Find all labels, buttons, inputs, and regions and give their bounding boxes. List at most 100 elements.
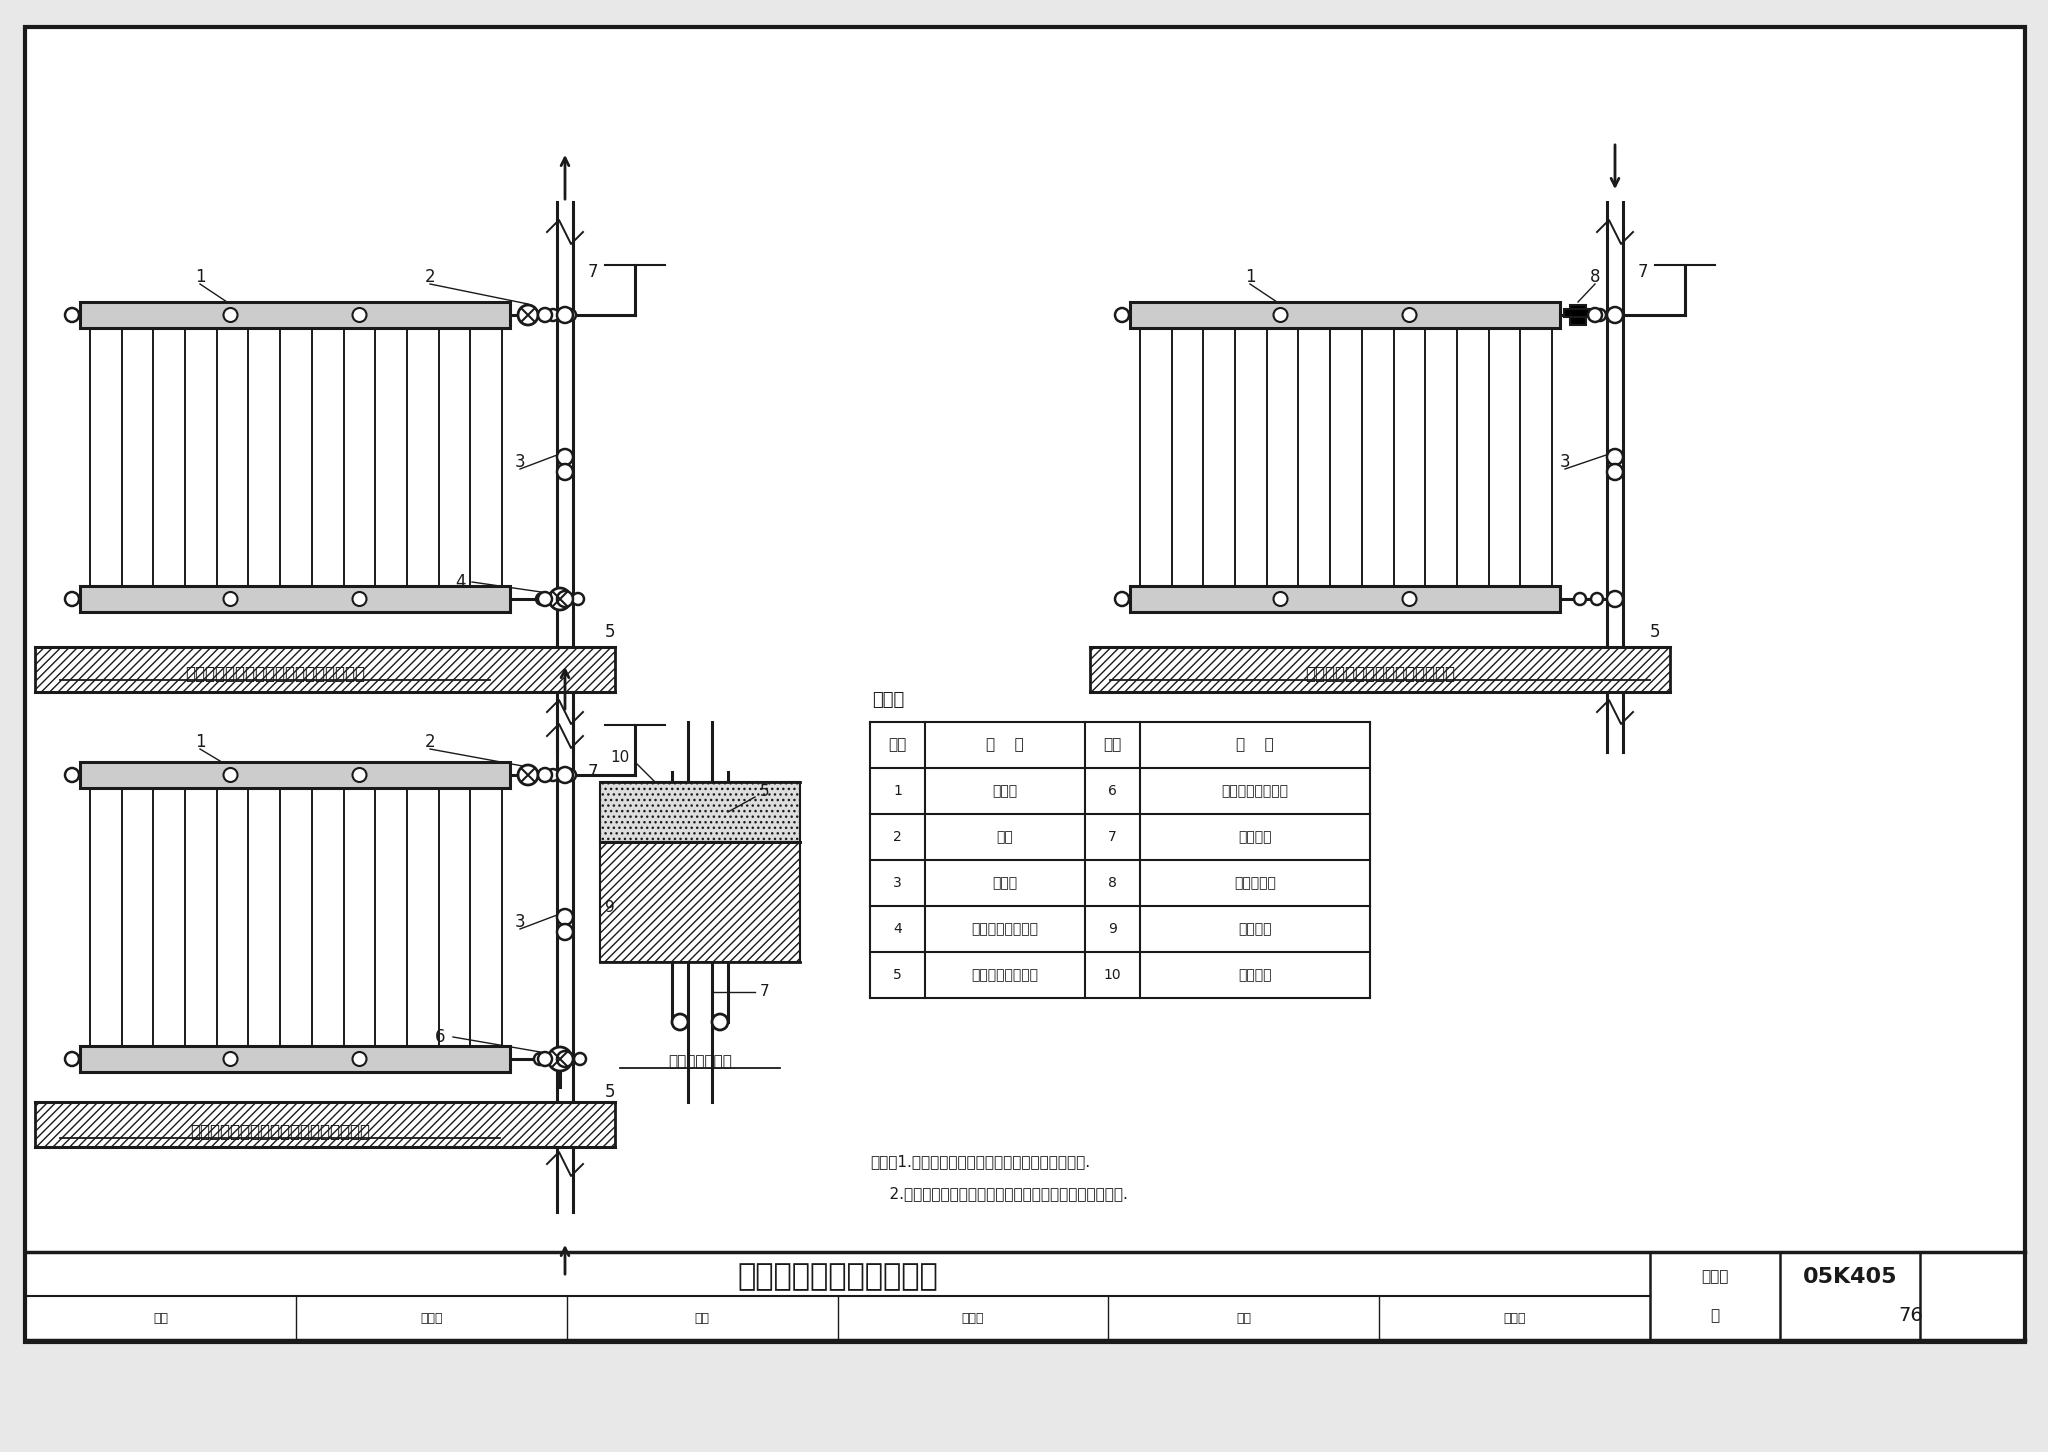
Text: 名    称: 名 称 [1237, 738, 1274, 752]
Text: 散热器直通温控阀: 散热器直通温控阀 [971, 922, 1038, 937]
Text: 7: 7 [588, 762, 598, 781]
Bar [600, 783, 801, 842]
Circle shape [557, 767, 573, 783]
Text: 带调节阀的上供下回垂直单管系统: 带调节阀的上供下回垂直单管系统 [1305, 665, 1454, 682]
Text: 件号: 件号 [1104, 738, 1122, 752]
Text: 结构楼板: 结构楼板 [1239, 922, 1272, 937]
Text: 附表：: 附表： [872, 691, 905, 709]
Circle shape [672, 1013, 688, 1029]
Bar [80, 302, 510, 328]
Circle shape [1403, 592, 1417, 605]
Circle shape [557, 1051, 573, 1067]
Text: 5: 5 [604, 1083, 614, 1101]
Circle shape [352, 1053, 367, 1066]
Circle shape [1274, 308, 1288, 322]
Circle shape [1114, 308, 1128, 322]
Circle shape [1575, 592, 1585, 605]
Circle shape [713, 1013, 727, 1029]
Text: 2: 2 [424, 269, 436, 286]
Text: 审核: 审核 [154, 1311, 168, 1324]
Circle shape [223, 768, 238, 783]
Text: 8: 8 [1589, 269, 1599, 286]
Circle shape [539, 308, 553, 322]
Circle shape [557, 465, 573, 481]
Text: 9: 9 [604, 899, 614, 915]
Circle shape [518, 305, 539, 325]
Text: 页: 页 [1710, 1308, 1720, 1323]
Text: 手动调节阀: 手动调节阀 [1235, 876, 1276, 890]
Circle shape [557, 923, 573, 939]
Bar [35, 1102, 614, 1147]
Bar [1090, 648, 1669, 693]
Text: 5: 5 [604, 623, 614, 640]
Circle shape [557, 909, 573, 925]
Bar [1130, 302, 1561, 328]
Text: 5: 5 [893, 968, 901, 982]
Text: 劳逸民: 劳逸民 [963, 1311, 985, 1324]
Text: 5: 5 [760, 784, 770, 800]
Circle shape [557, 591, 573, 607]
Circle shape [1610, 309, 1622, 321]
Circle shape [547, 770, 559, 781]
Text: 活接头: 活接头 [993, 876, 1018, 890]
Circle shape [549, 588, 571, 610]
Circle shape [537, 592, 549, 605]
Circle shape [563, 309, 575, 321]
Text: 6: 6 [434, 1028, 444, 1045]
Text: 图集号: 图集号 [1702, 1269, 1729, 1284]
Text: 带温控阀的下供上回垂直单管系统（二）: 带温控阀的下供上回垂直单管系统（二） [190, 1122, 371, 1141]
Circle shape [1608, 465, 1622, 481]
Bar [1571, 305, 1585, 325]
Text: 件号: 件号 [889, 738, 907, 752]
Text: 2.图中手动调节阀改装为自力式温控阀时，阀头水平安装.: 2.图中手动调节阀改装为自力式温控阀时，阀头水平安装. [870, 1186, 1128, 1201]
Circle shape [66, 768, 80, 783]
Text: 7: 7 [588, 263, 598, 282]
Text: 5: 5 [1651, 623, 1661, 640]
Text: 散热器: 散热器 [993, 784, 1018, 799]
Circle shape [557, 449, 573, 465]
Text: 1: 1 [195, 733, 205, 751]
Circle shape [573, 1053, 586, 1064]
Text: 套管（焊接钢管）: 套管（焊接钢管） [971, 968, 1038, 982]
Text: 1: 1 [1245, 269, 1255, 286]
Circle shape [563, 770, 575, 781]
Circle shape [1591, 592, 1604, 605]
Circle shape [352, 768, 367, 783]
Circle shape [535, 1053, 547, 1064]
Text: 采暖立管: 采暖立管 [1239, 831, 1272, 844]
Text: 穿楼板套管做法: 穿楼板套管做法 [668, 1054, 731, 1070]
Text: 7: 7 [760, 984, 770, 999]
Text: 3: 3 [1561, 453, 1571, 470]
Circle shape [539, 1053, 553, 1066]
Circle shape [1274, 592, 1288, 605]
Text: 7: 7 [1638, 263, 1649, 282]
Bar [600, 842, 801, 963]
Text: 散热器与管道连接（二）: 散热器与管道连接（二） [737, 1262, 938, 1291]
Circle shape [1403, 308, 1417, 322]
Text: 胡建画: 胡建画 [1503, 1311, 1526, 1324]
Text: 4: 4 [455, 574, 465, 591]
Circle shape [66, 308, 80, 322]
Text: 带温控阀的下供上回垂直单管系统（一）: 带温控阀的下供上回垂直单管系统（一） [184, 665, 365, 682]
Circle shape [1593, 309, 1606, 321]
Circle shape [223, 308, 238, 322]
Text: 3: 3 [514, 913, 526, 931]
Text: 8: 8 [1108, 876, 1116, 890]
Text: 设计: 设计 [1237, 1311, 1251, 1324]
Text: 6: 6 [1108, 784, 1116, 799]
Circle shape [549, 1047, 571, 1072]
Text: 9: 9 [1108, 922, 1116, 937]
Bar [1130, 587, 1561, 611]
Circle shape [352, 592, 367, 605]
Circle shape [557, 306, 573, 322]
Text: 1: 1 [893, 784, 901, 799]
Circle shape [223, 592, 238, 605]
Text: 名    称: 名 称 [987, 738, 1024, 752]
Text: 孙淑萍: 孙淑萍 [420, 1311, 442, 1324]
Bar [80, 587, 510, 611]
Circle shape [539, 592, 553, 605]
Circle shape [547, 309, 559, 321]
Circle shape [1608, 449, 1622, 465]
Circle shape [1608, 306, 1622, 322]
Circle shape [66, 1053, 80, 1066]
